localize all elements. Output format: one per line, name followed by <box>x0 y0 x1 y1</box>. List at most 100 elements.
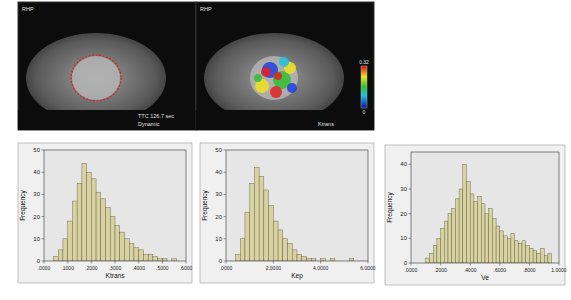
histogram-bar <box>153 257 158 261</box>
mri-label: Dynamic <box>138 121 160 127</box>
background <box>0 0 571 300</box>
histogram-bar <box>254 168 259 261</box>
y-tick-label: 30 <box>400 186 407 192</box>
parametric-overlay <box>274 72 282 80</box>
histogram-bar <box>537 253 541 263</box>
histogram-bar <box>481 204 485 263</box>
histogram-bar <box>306 259 311 261</box>
figure: RHPTTC 126.7 secDynamicRHPKtrans00.32010… <box>0 0 571 300</box>
histogram: 01020304050.0000.1000.2000.3000.4000.500… <box>18 143 192 283</box>
histogram-bar <box>129 243 134 261</box>
histogram-bar <box>250 183 255 261</box>
x-tick <box>529 263 530 266</box>
x-tick-label: .5000 <box>156 265 169 271</box>
y-tick-label: 50 <box>215 147 222 153</box>
histogram-bar <box>489 209 493 263</box>
chart-panel <box>200 143 374 283</box>
histogram-bar <box>515 241 519 263</box>
x-tick-label: .6000 <box>180 265 193 271</box>
mri-background <box>18 110 196 130</box>
colorbar <box>361 66 367 108</box>
x-tick <box>499 263 500 266</box>
histogram-bar <box>82 163 87 261</box>
x-tick-label: .4000 <box>464 267 477 273</box>
histogram-bar <box>448 214 452 263</box>
histogram-bar <box>148 254 153 261</box>
x-tick-label: 1.0000 <box>551 267 567 273</box>
x-tick <box>559 263 560 266</box>
x-tick-label: .2000 <box>85 265 98 271</box>
histogram-bar <box>172 259 177 261</box>
colorbar-tick-label: 0.32 <box>359 59 369 65</box>
histogram-bar <box>518 243 522 263</box>
histogram-bar <box>511 233 515 263</box>
histogram-bar <box>297 254 302 261</box>
y-tick <box>409 213 412 214</box>
y-tick-label: 0 <box>404 260 408 266</box>
x-tick <box>44 261 45 264</box>
y-tick <box>224 216 227 217</box>
histogram-bar <box>87 172 92 261</box>
plot-area <box>44 150 186 261</box>
histogram-bar <box>478 196 482 263</box>
histogram-bar <box>485 214 489 263</box>
histogram-bar <box>273 221 278 261</box>
x-tick <box>411 263 412 266</box>
x-tick <box>320 261 321 264</box>
histogram-bar <box>507 238 511 263</box>
histogram-bar <box>91 179 96 261</box>
histogram-bar <box>433 246 437 263</box>
x-tick <box>138 261 139 264</box>
y-tick <box>42 150 45 151</box>
x-tick <box>186 261 187 264</box>
histogram-bar <box>452 209 456 263</box>
histogram-bar <box>162 259 167 261</box>
x-tick-label: .0000 <box>405 267 418 273</box>
histogram-bar <box>302 257 307 261</box>
histogram-bar <box>106 208 111 261</box>
parametric-overlay <box>254 74 262 82</box>
y-tick <box>409 238 412 239</box>
x-tick-label: 2.0000 <box>266 265 282 271</box>
histogram-bar <box>426 258 430 263</box>
histogram-bar <box>522 241 526 263</box>
x-tick-label: 4.0000 <box>313 265 329 271</box>
mri-label: RHP <box>200 6 212 12</box>
plot-area <box>226 150 368 261</box>
chart-panel <box>18 143 192 283</box>
y-tick-label: 20 <box>215 214 222 220</box>
histogram-bar <box>444 221 448 263</box>
histogram-bar <box>467 182 471 263</box>
histogram-bar <box>474 201 478 263</box>
y-tick <box>42 172 45 173</box>
x-tick-label: 6.0000 <box>360 265 376 271</box>
y-tick <box>409 189 412 190</box>
roi <box>71 55 121 101</box>
bars <box>53 163 176 261</box>
histogram-bar <box>96 192 101 261</box>
y-tick-label: 10 <box>215 236 222 242</box>
histogram-bar <box>120 232 125 261</box>
x-tick <box>67 261 68 264</box>
breast-tissue <box>204 33 344 123</box>
histogram-bar <box>311 259 316 261</box>
histogram-bar <box>437 238 441 263</box>
histogram-bar <box>53 257 58 261</box>
mri-background <box>196 2 374 130</box>
y-axis-title: Frequency <box>386 191 394 222</box>
plot-frame <box>44 150 186 261</box>
histogram-bar <box>101 199 106 261</box>
y-tick <box>409 263 412 264</box>
histogram-bar <box>115 225 120 261</box>
plot-frame <box>411 152 559 263</box>
lesion <box>72 56 120 100</box>
parametric-overlay <box>287 83 297 93</box>
x-tick-label: .1000 <box>61 265 74 271</box>
parametric-overlay <box>270 86 282 98</box>
histogram-bar <box>292 250 297 261</box>
x-tick-label: .2000 <box>434 267 447 273</box>
histogram-bar <box>63 239 68 261</box>
histogram-bar <box>68 221 73 261</box>
y-tick <box>409 164 412 165</box>
x-tick-label: .6000 <box>494 267 507 273</box>
